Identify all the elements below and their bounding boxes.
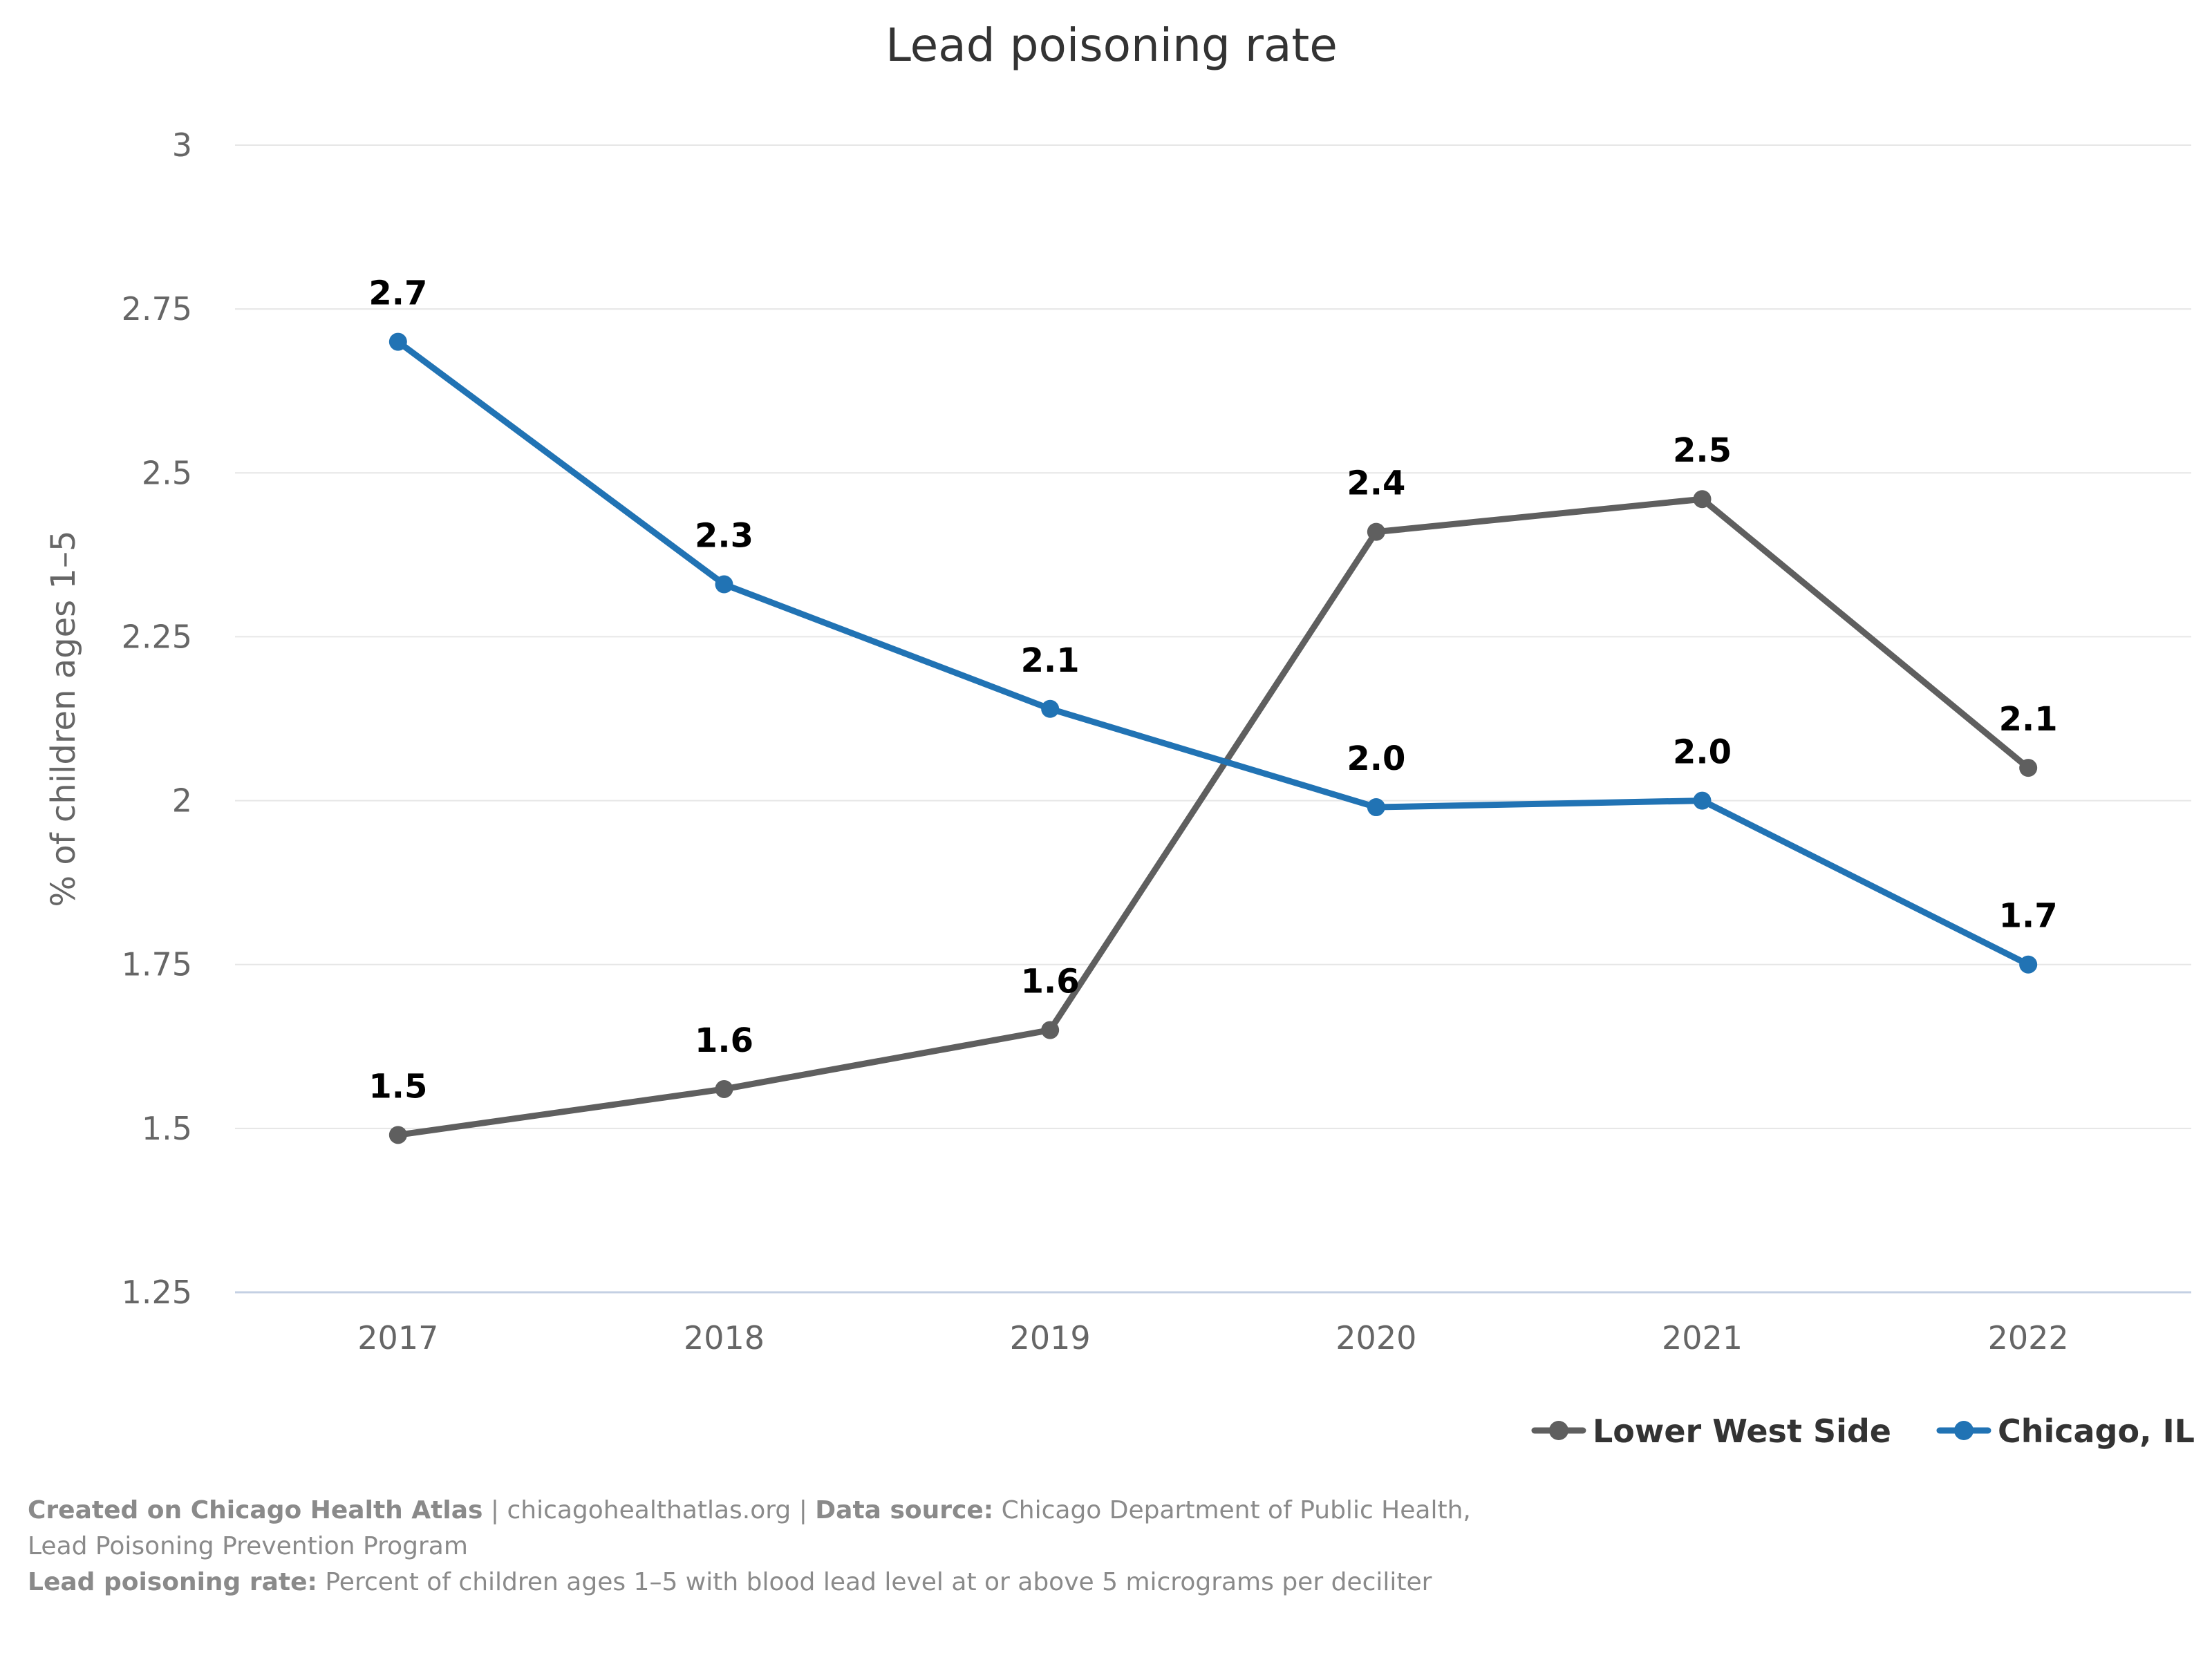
data-labels: 1.5 1.6 1.6 2.4 2.5 2.1 2.7 2.3 2.1 2.0 2.0 1.7 <box>368 274 2057 1106</box>
data-point[interactable] <box>1367 522 1385 541</box>
y-tick-label: 2.25 <box>122 618 192 655</box>
data-label: 1.7 <box>1999 897 2058 936</box>
footer-created-label: Created on Chicago Health Atlas <box>28 1496 483 1524</box>
data-point[interactable] <box>715 1079 733 1098</box>
footer-source-label: Data source: <box>815 1496 994 1524</box>
data-label: 2.4 <box>1347 464 1405 503</box>
data-point[interactable] <box>2019 955 2038 974</box>
data-label: 2.1 <box>1999 700 2058 739</box>
footer-site[interactable]: | chicagohealthatlas.org | <box>482 1496 816 1524</box>
data-label: 2.1 <box>1021 641 1080 680</box>
data-point[interactable] <box>715 575 733 594</box>
footer-definition-label: Lead poisoning rate: <box>28 1568 317 1596</box>
data-point[interactable] <box>388 1126 407 1144</box>
data-point[interactable] <box>1693 791 1712 810</box>
y-axis-ticks: 1.25 1.5 1.75 2 2.25 2.5 2.75 3 <box>122 126 192 1311</box>
footer-definition-text: Percent of children ages 1–5 with blood … <box>317 1568 1432 1596</box>
x-tick-label: 2017 <box>357 1319 438 1357</box>
legend-swatch-marker <box>1953 1421 1974 1440</box>
x-tick-label: 2022 <box>1988 1319 2069 1357</box>
y-tick-label: 1.5 <box>142 1110 192 1147</box>
data-label: 2.7 <box>368 274 427 313</box>
y-tick-label: 1.75 <box>122 946 192 983</box>
x-tick-label: 2020 <box>1335 1319 1416 1357</box>
y-tick-label: 1.25 <box>122 1274 192 1311</box>
chart-title: Lead poisoning rate <box>885 19 1338 72</box>
grid-lines <box>235 144 2191 1294</box>
data-point[interactable] <box>388 332 407 351</box>
data-label: 2.3 <box>695 517 753 556</box>
legend[interactable]: Lower West Side Chicago, IL <box>1531 1413 2195 1450</box>
x-tick-label: 2018 <box>684 1319 765 1357</box>
y-axis-label: % of children ages 1–5 <box>44 531 83 907</box>
series-0 <box>388 490 2038 1144</box>
x-tick-label: 2021 <box>1662 1319 1743 1357</box>
y-tick-label: 3 <box>172 126 192 164</box>
data-point[interactable] <box>2019 759 2038 777</box>
legend-label: Lower West Side <box>1593 1413 1891 1450</box>
data-label: 1.6 <box>695 1021 753 1060</box>
data-point[interactable] <box>1041 1021 1060 1039</box>
chart-footer: Created on Chicago Health Atlas | chicag… <box>28 1493 1479 1600</box>
x-axis-ticks: 2017 2018 2019 2020 2021 2022 <box>357 1319 2068 1357</box>
data-point[interactable] <box>1041 699 1060 718</box>
legend-item-0[interactable]: Lower West Side <box>1531 1413 1891 1450</box>
series-1 <box>388 332 2038 974</box>
x-tick-label: 2019 <box>1010 1319 1091 1357</box>
data-label: 1.5 <box>368 1067 427 1106</box>
y-tick-label: 2.75 <box>122 290 192 328</box>
data-point[interactable] <box>1693 490 1712 509</box>
footer-source-text: Chicago Department of Public Health, Lea… <box>28 1496 1471 1560</box>
data-label: 2.5 <box>1673 431 1732 470</box>
y-tick-label: 2.5 <box>142 454 192 491</box>
legend-item-1[interactable]: Chicago, IL <box>1936 1413 2195 1450</box>
legend-label: Chicago, IL <box>1998 1413 2195 1450</box>
series-line[interactable] <box>395 495 2032 1138</box>
data-label: 1.6 <box>1021 963 1080 1001</box>
data-point[interactable] <box>1367 798 1385 817</box>
data-label: 2.0 <box>1347 739 1405 778</box>
series-line[interactable] <box>395 339 2032 968</box>
series-layer <box>388 332 2038 1144</box>
y-tick-label: 2 <box>172 782 192 820</box>
data-label: 2.0 <box>1673 733 1732 772</box>
legend-swatch-marker <box>1548 1421 1568 1440</box>
